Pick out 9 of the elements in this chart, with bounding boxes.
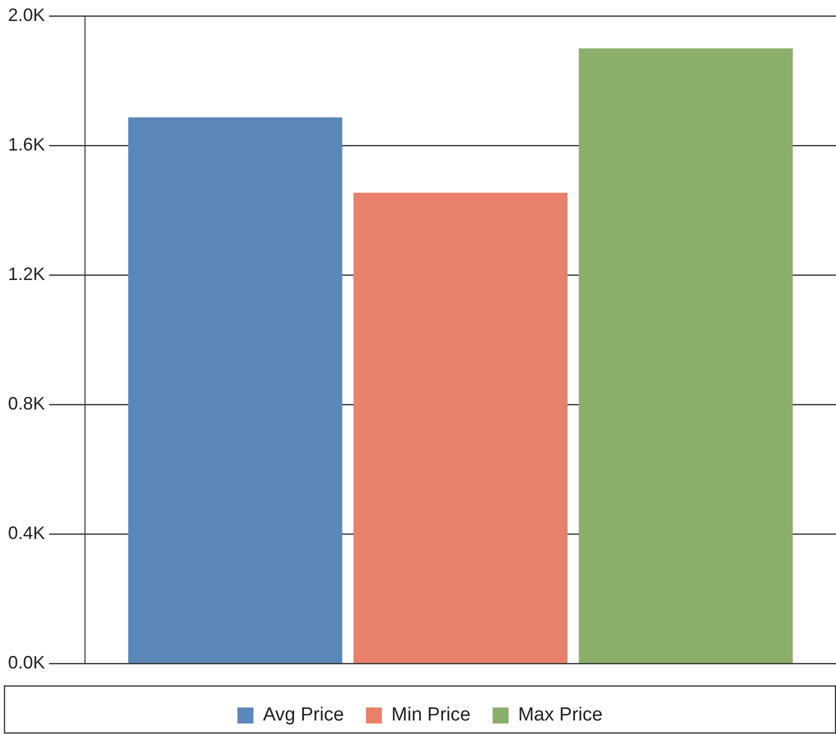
legend-label: Min Price: [391, 704, 471, 726]
y-tick-label: 1.2K: [8, 264, 46, 284]
y-tick-label: 0.0K: [8, 652, 46, 673]
legend-label: Max Price: [518, 704, 603, 726]
y-tick-label: 2.0K: [8, 4, 46, 25]
y-tick-label: 0.4K: [8, 523, 46, 544]
y-tick-label: 0.8K: [8, 394, 46, 414]
y-tick-label: 1.6K: [8, 134, 46, 154]
legend-label: Avg Price: [262, 704, 344, 726]
